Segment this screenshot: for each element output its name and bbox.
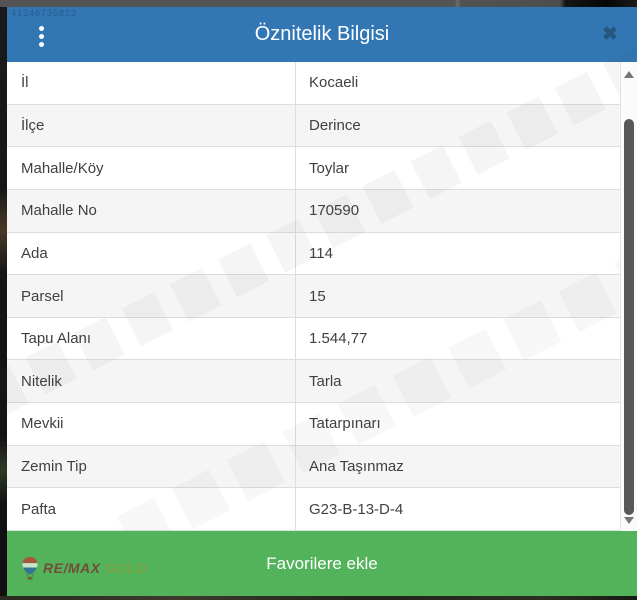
scroll-up-arrow-icon[interactable] [624,71,634,78]
table-row: İl Kocaeli [7,62,620,105]
row-value: Tarla [295,360,620,403]
scroll-down-arrow-icon[interactable] [624,517,634,524]
modal-title: Öznitelik Bilgisi [254,23,390,45]
table-rows: İl Kocaeli İlçe Derince Mahalle/Köy Toyl… [7,62,620,532]
row-value: G23-B-13-D-4 [295,488,620,531]
table-row: Mevkii Tatarpınarı [7,403,620,446]
row-value: Tatarpınarı [295,403,620,445]
row-label: Parsel [21,287,64,305]
table-row: Mahalle/Köy Toylar [7,147,620,190]
table-row: Mahalle No 170590 [7,189,620,233]
row-label: İlçe [21,116,45,134]
row-label: Nitelik [21,372,62,390]
add-to-favorites-button[interactable]: Favorilere ekle RE/MAX GOLD [7,531,637,596]
table-row: Tapu Alanı 1.544,77 [7,317,620,361]
table-row: Nitelik Tarla [7,360,620,404]
add-to-favorites-label: Favorilere ekle [266,553,378,573]
row-value: Kocaeli [295,62,620,104]
background-photo-top-strip [0,0,637,7]
table-row: Parsel 15 [7,275,620,318]
table-row: İlçe Derince [7,104,620,148]
row-value: Toylar [295,147,620,189]
row-label: Zemin Tip [21,458,87,476]
row-value: 15 [295,275,620,317]
background-photo-bottom-strip [0,596,637,600]
row-value: Derince [295,104,620,147]
row-label: Mevkii [21,415,64,433]
row-label: Mahalle No [21,202,97,220]
scrollbar-thumb[interactable] [624,119,634,515]
attribute-table: İl Kocaeli İlçe Derince Mahalle/Köy Toyl… [0,0,637,558]
table-row: Pafta G23-B-13-D-4 [7,488,620,532]
brand-name: RE/MAX [43,560,101,576]
kebab-menu-icon[interactable] [29,20,53,52]
vertical-scrollbar[interactable] [620,62,637,531]
background-photo-corner [565,0,637,10]
row-label: Pafta [21,500,57,518]
row-label: Mahalle/Köy [21,159,104,177]
row-value: 114 [295,232,620,275]
row-value: Ana Taşınmaz [295,445,620,488]
row-label: Ada [21,244,48,262]
row-label: İl [21,74,29,92]
row-value: 1.544,77 [295,317,620,360]
close-icon[interactable]: ✖ [602,23,618,45]
table-row: Ada 114 [7,232,620,276]
modal-header: 41246735823 Öznitelik Bilgisi ✖ [7,7,637,62]
listing-id-watermark: 41246735823 [11,8,78,18]
remax-balloon-icon [22,556,38,580]
row-value: 170590 [295,189,620,232]
table-row: Zemin Tip Ana Taşınmaz [7,445,620,489]
row-label: Tapu Alanı [21,330,92,348]
remax-gold-watermark: RE/MAX GOLD [21,556,147,580]
brand-suffix: GOLD [104,560,147,576]
